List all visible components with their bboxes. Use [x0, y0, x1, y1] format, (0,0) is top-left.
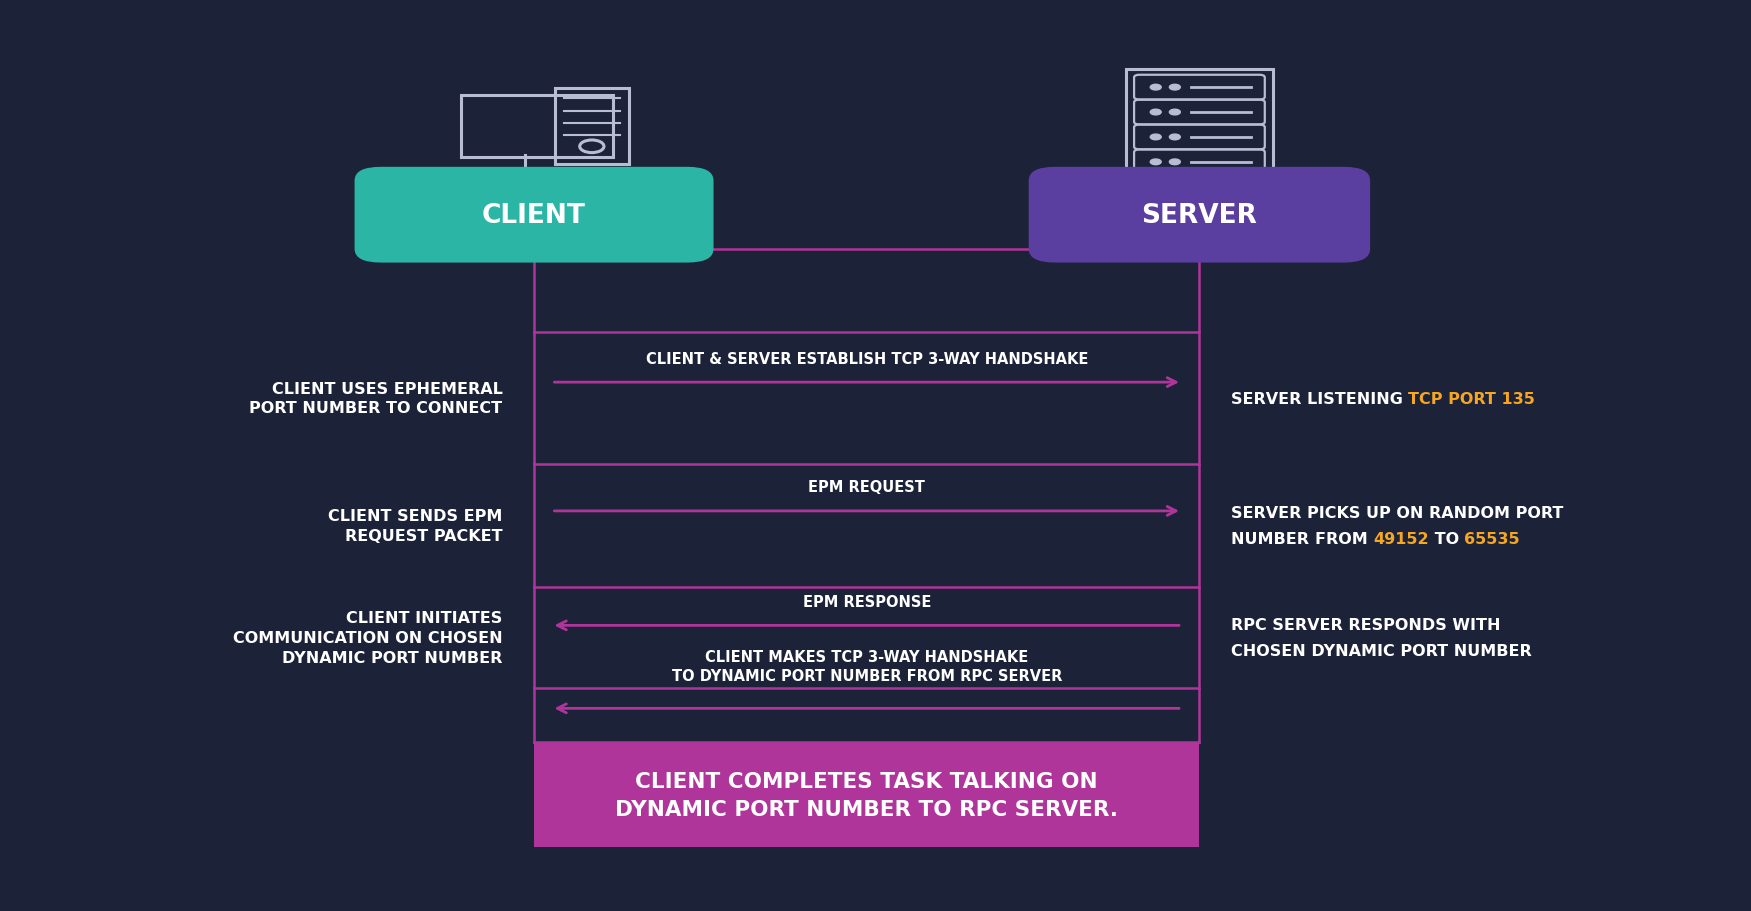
Text: SERVER: SERVER [1142, 202, 1257, 229]
Text: 65535: 65535 [1464, 531, 1520, 547]
Circle shape [1150, 110, 1161, 116]
Text: CLIENT INITIATES
COMMUNICATION ON CHOSEN
DYNAMIC PORT NUMBER: CLIENT INITIATES COMMUNICATION ON CHOSEN… [233, 610, 503, 665]
Text: CLIENT COMPLETES TASK TALKING ON
DYNAMIC PORT NUMBER TO RPC SERVER.: CLIENT COMPLETES TASK TALKING ON DYNAMIC… [615, 771, 1119, 819]
Text: CLIENT & SERVER ESTABLISH TCP 3-WAY HANDSHAKE: CLIENT & SERVER ESTABLISH TCP 3-WAY HAND… [646, 352, 1087, 366]
Text: EPM RESPONSE: EPM RESPONSE [802, 594, 932, 609]
Text: TCP PORT 135: TCP PORT 135 [1408, 391, 1536, 406]
FancyBboxPatch shape [354, 168, 713, 263]
Text: CHOSEN DYNAMIC PORT NUMBER: CHOSEN DYNAMIC PORT NUMBER [1231, 643, 1532, 658]
Circle shape [1150, 86, 1161, 91]
FancyBboxPatch shape [1028, 168, 1369, 263]
Text: CLIENT SENDS EPM
REQUEST PACKET: CLIENT SENDS EPM REQUEST PACKET [327, 508, 503, 544]
Text: TO: TO [1429, 531, 1464, 547]
Circle shape [1150, 135, 1161, 140]
Text: EPM REQUEST: EPM REQUEST [809, 480, 925, 495]
Circle shape [1170, 159, 1180, 166]
FancyBboxPatch shape [534, 742, 1199, 847]
Circle shape [1170, 86, 1180, 91]
Text: CLIENT: CLIENT [482, 202, 587, 229]
Text: RPC SERVER RESPONDS WITH: RPC SERVER RESPONDS WITH [1231, 618, 1501, 632]
Text: CLIENT USES EPHEMERAL
PORT NUMBER TO CONNECT: CLIENT USES EPHEMERAL PORT NUMBER TO CON… [249, 381, 503, 416]
Text: SERVER PICKS UP ON RANDOM PORT: SERVER PICKS UP ON RANDOM PORT [1231, 506, 1564, 521]
Circle shape [1170, 135, 1180, 140]
Text: CLIENT MAKES TCP 3-WAY HANDSHAKE
TO DYNAMIC PORT NUMBER FROM RPC SERVER: CLIENT MAKES TCP 3-WAY HANDSHAKE TO DYNA… [672, 650, 1061, 683]
Text: FROM: FROM [1315, 531, 1373, 547]
Circle shape [1170, 110, 1180, 116]
Circle shape [1150, 159, 1161, 166]
Text: SERVER LISTENING: SERVER LISTENING [1231, 391, 1408, 406]
Text: 49152: 49152 [1373, 531, 1429, 547]
Text: NUMBER: NUMBER [1231, 531, 1315, 547]
